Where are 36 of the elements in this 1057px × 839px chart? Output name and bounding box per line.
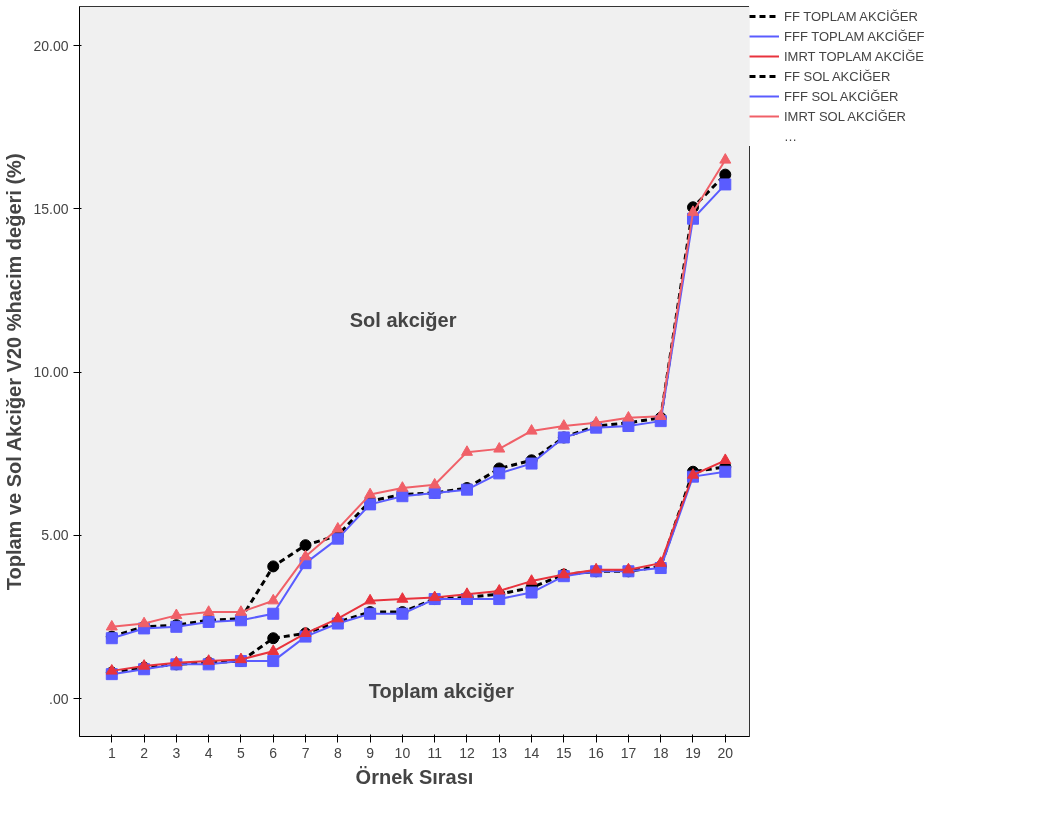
x-tick-label: 10 bbox=[394, 744, 411, 761]
legend-label: IMRT SOL AKCİĞER bbox=[784, 108, 906, 124]
legend-label: FF TOPLAM AKCİĞER bbox=[784, 8, 918, 24]
legend-label: IMRT TOPLAM AKCİĞE bbox=[784, 48, 924, 64]
y-tick-label: 5.00 bbox=[41, 527, 69, 544]
y-tick-label: 15.00 bbox=[33, 200, 69, 217]
x-axis-title: Örnek Sırası bbox=[355, 765, 474, 788]
x-tick-label: 13 bbox=[491, 744, 508, 761]
x-tick-label: 5 bbox=[237, 744, 246, 761]
x-tick-label: 11 bbox=[427, 744, 443, 761]
legend-label: FF SOL AKCİĞER bbox=[784, 68, 891, 84]
x-tick-label: 4 bbox=[204, 744, 213, 761]
x-tick-label: 7 bbox=[301, 744, 310, 761]
text: … bbox=[784, 128, 798, 144]
x-tick-label: 1 bbox=[107, 744, 116, 761]
x-tick-label: 15 bbox=[556, 744, 572, 761]
x-tick-label: 8 bbox=[333, 744, 342, 761]
y-tick-label: .00 bbox=[49, 690, 69, 707]
y-tick-label: 20.00 bbox=[33, 37, 69, 54]
x-tick-label: 12 bbox=[459, 744, 475, 761]
x-tick-label: 6 bbox=[269, 744, 278, 761]
x-tick-label: 19 bbox=[685, 744, 701, 761]
legend-label: FFF TOPLAM AKCİĞEF bbox=[784, 28, 925, 44]
annotation: Sol akciğer bbox=[349, 309, 457, 332]
x-tick-label: 2 bbox=[140, 744, 149, 761]
annotation: Toplam akciğer bbox=[368, 679, 515, 702]
x-tick-label: 14 bbox=[523, 744, 540, 761]
x-tick-label: 16 bbox=[588, 744, 605, 761]
x-tick-label: 3 bbox=[172, 744, 181, 761]
y-tick-label: 10.00 bbox=[33, 364, 69, 381]
x-tick-label: 18 bbox=[652, 744, 669, 761]
legend-label: FFF SOL AKCİĞER bbox=[784, 88, 899, 104]
x-tick-label: 20 bbox=[717, 744, 734, 761]
x-tick-label: 17 bbox=[620, 744, 637, 761]
x-tick-label: 9 bbox=[366, 744, 375, 761]
y-axis-title: Toplam ve Sol Akciğer V20 %hacim değeri (%) bbox=[3, 153, 26, 591]
